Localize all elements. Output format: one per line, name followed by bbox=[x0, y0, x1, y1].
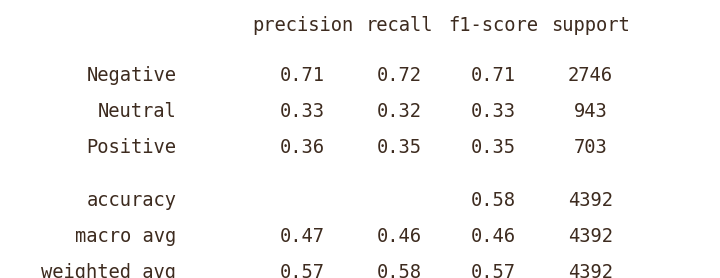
Text: 0.72: 0.72 bbox=[377, 66, 422, 85]
Text: 0.58: 0.58 bbox=[377, 263, 422, 278]
Text: 0.46: 0.46 bbox=[471, 227, 516, 246]
Text: 0.35: 0.35 bbox=[377, 138, 422, 157]
Text: support: support bbox=[551, 16, 630, 34]
Text: 0.71: 0.71 bbox=[280, 66, 325, 85]
Text: 2746: 2746 bbox=[568, 66, 613, 85]
Text: recall: recall bbox=[366, 16, 433, 34]
Text: 4392: 4392 bbox=[568, 227, 613, 246]
Text: Negative: Negative bbox=[86, 66, 176, 85]
Text: 0.32: 0.32 bbox=[377, 102, 422, 121]
Text: 0.71: 0.71 bbox=[471, 66, 516, 85]
Text: 0.57: 0.57 bbox=[280, 263, 325, 278]
Text: precision: precision bbox=[252, 16, 353, 34]
Text: 943: 943 bbox=[574, 102, 607, 121]
Text: 703: 703 bbox=[574, 138, 607, 157]
Text: 0.33: 0.33 bbox=[471, 102, 516, 121]
Text: 0.46: 0.46 bbox=[377, 227, 422, 246]
Text: 4392: 4392 bbox=[568, 263, 613, 278]
Text: Positive: Positive bbox=[86, 138, 176, 157]
Text: accuracy: accuracy bbox=[86, 191, 176, 210]
Text: 0.35: 0.35 bbox=[471, 138, 516, 157]
Text: f1-score: f1-score bbox=[448, 16, 539, 34]
Text: 0.36: 0.36 bbox=[280, 138, 325, 157]
Text: 0.58: 0.58 bbox=[471, 191, 516, 210]
Text: weighted avg: weighted avg bbox=[42, 263, 176, 278]
Text: 0.33: 0.33 bbox=[280, 102, 325, 121]
Text: 4392: 4392 bbox=[568, 191, 613, 210]
Text: Neutral: Neutral bbox=[98, 102, 176, 121]
Text: macro avg: macro avg bbox=[75, 227, 176, 246]
Text: 0.47: 0.47 bbox=[280, 227, 325, 246]
Text: 0.57: 0.57 bbox=[471, 263, 516, 278]
